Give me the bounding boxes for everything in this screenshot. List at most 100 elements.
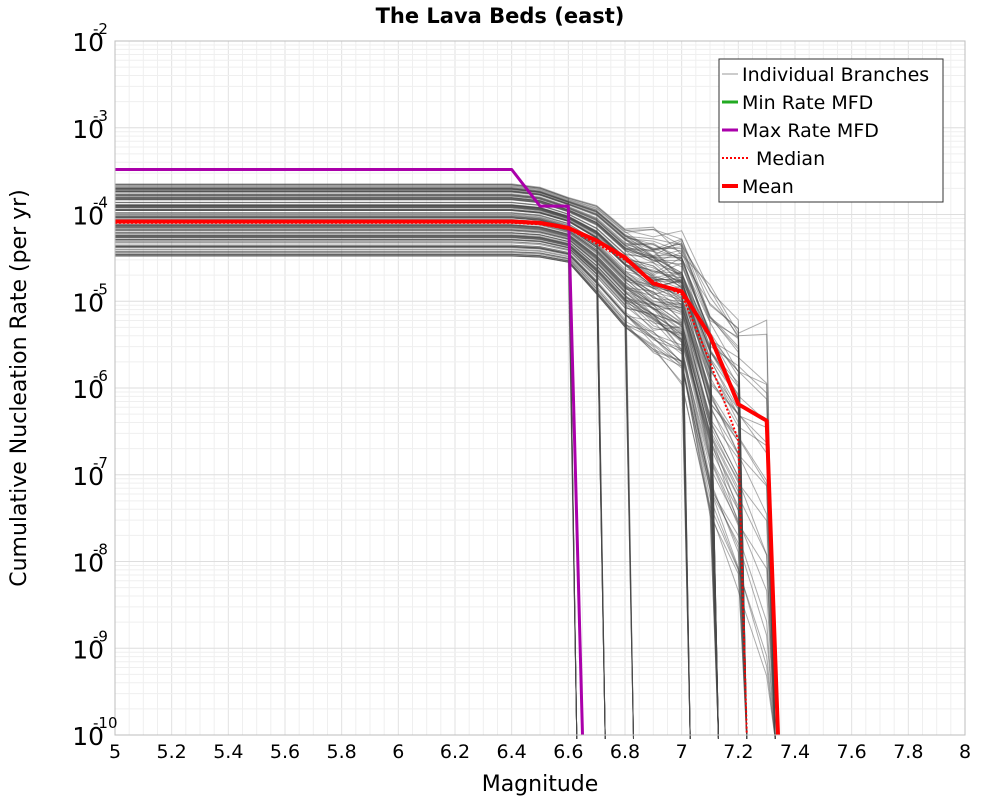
branch-line (115, 232, 748, 740)
branch-line (115, 209, 748, 740)
branch-line (115, 254, 776, 740)
series-max-rate-mfd (115, 168, 584, 736)
branch-line (115, 226, 776, 740)
branch-line (115, 204, 606, 740)
branch-line (115, 188, 691, 740)
branch-line (115, 217, 719, 740)
y-tick-exponent: -2 (93, 20, 108, 38)
legend-label: Median (756, 148, 825, 170)
branch-line (115, 248, 606, 740)
branch-line (115, 225, 719, 740)
y-tick-label: 10-10 (72, 714, 117, 751)
branch-line (115, 244, 776, 740)
branch-line (115, 210, 776, 740)
y-tick-label: 10-6 (72, 367, 108, 404)
y-tick-label: 10-3 (72, 107, 108, 144)
branch-line (115, 183, 776, 740)
branch-line (115, 186, 748, 740)
branch-line (115, 194, 578, 740)
branch-line (115, 204, 578, 740)
branch-line (115, 239, 691, 740)
branch-line (115, 224, 578, 740)
branch-line (115, 227, 719, 740)
branch-line (115, 189, 691, 740)
y-tick-exponent: -5 (93, 280, 108, 298)
y-tick-exponent: -6 (93, 367, 108, 385)
branch-line (115, 235, 776, 740)
y-tick-exponent: -3 (93, 107, 108, 125)
x-tick-label: 7 (676, 741, 688, 763)
branch-line (115, 224, 748, 740)
branch-line (115, 241, 748, 740)
legend-label: Individual Branches (742, 64, 929, 86)
branch-line (115, 188, 578, 740)
y-tick-label: 10-9 (72, 627, 108, 664)
branch-line (115, 222, 748, 740)
branch-line (115, 198, 719, 740)
series-mean (115, 219, 780, 736)
branch-line (115, 209, 776, 740)
branch-line (115, 238, 634, 740)
branch-line (115, 232, 719, 740)
branch-line (115, 255, 748, 740)
branch-line (115, 194, 606, 740)
y-tick-exponent: -10 (93, 714, 118, 732)
branch-line (115, 232, 748, 740)
branch-line (115, 206, 719, 740)
branch-line (115, 209, 776, 740)
branch-line (115, 197, 691, 740)
x-tick-label: 5.4 (213, 741, 243, 763)
branch-line (115, 251, 691, 740)
y-tick-base: 10 (72, 462, 104, 491)
branch-line (115, 184, 748, 740)
x-tick-label: 5.6 (270, 741, 300, 763)
x-tick-label: 5.2 (157, 741, 187, 763)
branch-line (115, 197, 748, 740)
branch-line (115, 229, 776, 740)
y-tick-label: 10-5 (72, 280, 108, 317)
x-tick-label: 7.6 (837, 741, 867, 763)
x-tick-label: 6 (392, 741, 404, 763)
branch-line (115, 187, 748, 740)
branch-line (115, 206, 606, 740)
y-tick-label: 10-2 (72, 20, 108, 57)
branch-line (115, 207, 578, 740)
branch-line (115, 188, 691, 740)
branch-line (115, 195, 748, 740)
branch-line (115, 239, 606, 740)
branch-line (115, 184, 578, 740)
branch-line (115, 247, 719, 740)
branch-line (115, 217, 748, 740)
y-tick-base: 10 (72, 375, 104, 404)
x-tick-label: 5 (109, 741, 121, 763)
branch-line (115, 212, 578, 740)
legend-label: Max Rate MFD (742, 120, 879, 142)
branch-line (115, 197, 719, 740)
branch-line (115, 239, 776, 740)
y-tick-exponent: -7 (93, 454, 108, 472)
branch-line (115, 188, 748, 740)
y-tick-exponent: -4 (93, 194, 108, 212)
branch-line (115, 229, 719, 740)
branch-line (115, 184, 748, 740)
legend: Individual Branches Min Rate MFD Max Rate … (718, 58, 944, 203)
branch-line (115, 229, 748, 740)
branch-line (115, 224, 748, 740)
branch-line (115, 197, 634, 740)
branch-line (115, 255, 719, 740)
chart-title: The Lava Beds (east) (376, 4, 625, 28)
branch-line (115, 235, 748, 740)
branch-line (115, 195, 748, 740)
branch-line (115, 235, 719, 740)
branch-line (115, 212, 606, 740)
branch-line (115, 236, 606, 740)
branch-line (115, 191, 719, 740)
branch-line (115, 217, 719, 740)
branch-line (115, 213, 748, 740)
x-tick-label: 7.8 (893, 741, 923, 763)
legend-label: Mean (742, 176, 794, 198)
branch-line (115, 202, 719, 740)
y-tick-base: 10 (72, 549, 104, 578)
branch-line (115, 253, 748, 740)
